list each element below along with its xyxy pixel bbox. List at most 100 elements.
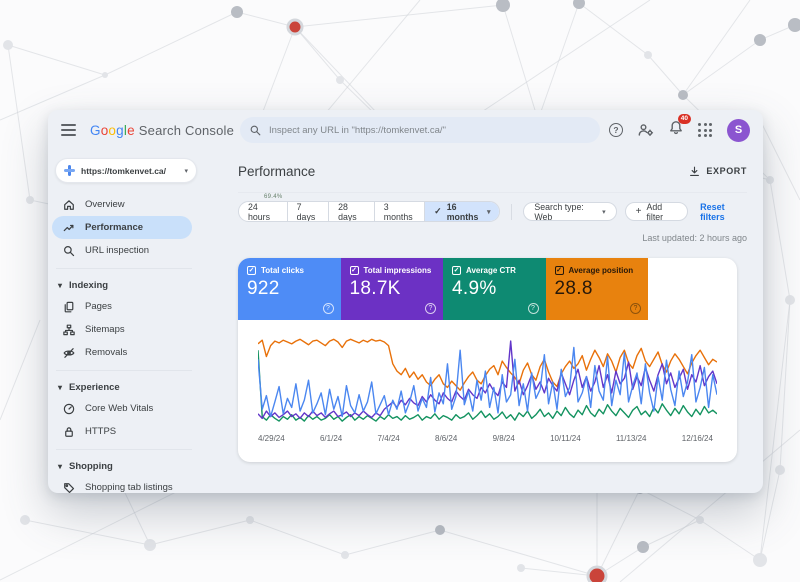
app-logo[interactable]: Google Search Console [90,123,234,138]
eye-off-icon [63,347,75,358]
card-label: Total clicks [261,266,304,275]
search-icon [250,125,261,135]
divider [56,268,192,269]
section-shopping[interactable]: ▾ Shopping [48,456,206,476]
collapse-icon: ▾ [58,461,63,471]
range-16-months[interactable]: ✓ 16 months ▾ [424,202,500,221]
sidebar-item-label: HTTPS [85,426,117,437]
performance-panel: ✓ Total clicks 922 ? ✓ Total impressions 1… [238,258,737,462]
sidebar-item-performance[interactable]: Performance [52,216,192,239]
reset-filters-button[interactable]: Reset filters [700,201,725,222]
help-icon[interactable]: ? [425,303,436,314]
sidebar-item-label: Overview [85,199,125,210]
range-7-days[interactable]: 7 days [286,202,328,221]
apps-grid-icon[interactable] [698,123,712,137]
series-average-ctr [258,350,717,421]
card-label: Total impressions [363,266,432,275]
x-axis-labels: 4/29/24 6/1/24 7/4/24 8/6/24 9/8/24 10/11/24 1… [258,434,713,443]
sidebar-item-label: Core Web Vitals [85,403,154,414]
checkbox-icon[interactable]: ✓ [452,266,461,275]
hamburger-menu-icon[interactable] [61,124,76,136]
property-selector[interactable]: https://tomkenvet.ca/ ▾ [55,158,197,183]
download-icon [690,166,700,176]
export-button[interactable]: EXPORT [689,166,747,177]
section-label: Experience [69,381,120,393]
sidebar: https://tomkenvet.ca/ ▾ Overview Perform… [48,150,206,493]
card-value: 4.9% [452,278,497,299]
sidebar-item-overview[interactable]: Overview [48,193,192,216]
range-3-months[interactable]: 3 months [373,202,424,221]
card-value: 18.7K [349,278,401,299]
page-title: Performance [238,163,316,179]
help-icon[interactable]: ? [609,123,623,137]
sidebar-item-https[interactable]: HTTPS [48,420,192,443]
performance-chart: 4/29/24 6/1/24 7/4/24 8/6/24 9/8/24 10/11/24 1… [238,320,737,443]
section-label: Shopping [69,460,113,472]
trend-icon [63,224,74,231]
average-ctr-card[interactable]: ✓ Average CTR 4.9% ? [443,258,546,320]
search-type-chip[interactable]: Search type: Web ▾ [523,202,617,222]
sidebar-item-pages[interactable]: Pages [48,295,192,318]
check-icon: ✓ [434,206,442,216]
date-range-group: 24 hours 7 days 28 days 3 months ✓ 16 mo… [238,201,501,222]
sidebar-item-shopping-tab-listings[interactable]: Shopping tab listings [48,476,192,493]
lock-icon [65,426,73,437]
mini-note: 69.4% [264,194,283,200]
chevron-down-icon: ▾ [486,208,491,216]
series-total-clicks [258,347,717,416]
sitemap-icon [63,324,75,335]
sidebar-item-label: Sitemaps [85,324,125,335]
section-label: Indexing [69,279,109,291]
checkbox-icon[interactable]: ✓ [247,266,256,275]
card-label: Average position [568,266,634,275]
notifications-bell[interactable]: 40 [669,114,691,140]
average-position-card[interactable]: ✓ Average position 28.8 ? [545,258,648,320]
avatar[interactable]: S [727,118,750,142]
sidebar-item-url-inspection[interactable]: URL inspection [48,239,192,262]
collapse-icon: ▾ [58,280,63,290]
url-inspect-input[interactable] [269,124,590,136]
sidebar-item-sitemaps[interactable]: Sitemaps [48,318,192,341]
sidebar-item-label: URL inspection [85,245,150,256]
url-inspect-searchbar[interactable] [240,117,600,143]
section-experience[interactable]: ▾ Experience [48,377,206,397]
notification-count-badge: 40 [677,114,691,124]
speedometer-icon [63,403,75,414]
sidebar-item-label: Performance [85,222,144,233]
sidebar-item-label: Shopping tab listings [85,482,173,493]
bell-icon [670,121,682,135]
plus-icon: + [635,206,642,217]
export-label: EXPORT [706,166,747,176]
sidebar-item-removals[interactable]: Removals [48,341,192,364]
card-value: 28.8 [554,278,593,299]
range-28-days[interactable]: 28 days [328,202,374,221]
sidebar-item-label: Removals [85,347,128,358]
help-icon[interactable]: ? [630,303,641,314]
magnifier-icon [64,245,75,256]
google-logo-text: Google [90,122,135,138]
sidebar-item-core-web-vitals[interactable]: Core Web Vitals [48,397,192,420]
property-icon [64,165,75,176]
card-label: Average CTR [466,266,516,275]
total-clicks-card[interactable]: ✓ Total clicks 922 ? [238,258,341,320]
section-indexing[interactable]: ▾ Indexing [48,275,206,295]
topbar: Google Search Console ? 40 S [48,110,763,150]
divider [511,203,513,220]
search-console-window: Google Search Console ? 40 S https://tom… [48,110,763,493]
last-updated-text: Last updated: 2 hours ago [642,233,747,243]
property-url: https://tomkenvet.ca/ [81,165,167,176]
help-icon[interactable]: ? [527,303,539,314]
app-name: Search Console [138,122,235,138]
collapse-icon: ▾ [58,382,63,392]
tag-icon [64,482,75,493]
filter-bar: 69.4% 24 hours 7 days 28 days 3 months ✓… [238,192,747,222]
checkbox-icon[interactable]: ✓ [349,266,359,275]
chevron-down-icon: ▾ [184,167,188,175]
add-filter-chip[interactable]: + Add filter [624,202,689,222]
help-icon[interactable]: ? [322,303,334,314]
range-24-hours[interactable]: 24 hours [248,201,271,222]
user-settings-icon[interactable] [638,123,654,137]
total-impressions-card[interactable]: ✓ Total impressions 18.7K ? [340,258,443,320]
checkbox-icon[interactable]: ✓ [554,266,564,275]
home-icon [64,199,74,210]
